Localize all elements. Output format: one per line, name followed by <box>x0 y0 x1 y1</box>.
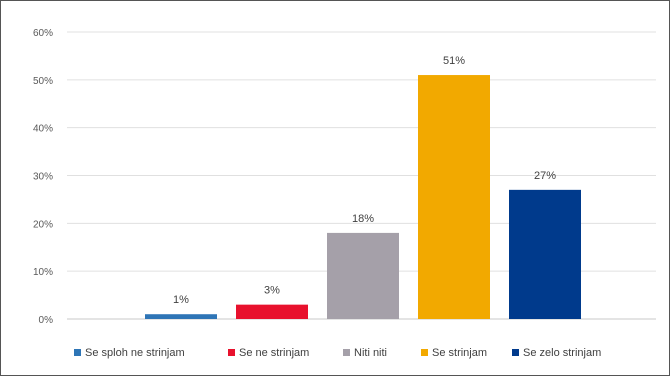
y-tick-label: 30% <box>33 172 53 183</box>
bar-niti-niti <box>327 232 399 319</box>
data-label: 18% <box>352 213 374 225</box>
legend-swatch <box>512 349 519 356</box>
bar-se-ne-strinjam <box>236 304 308 319</box>
y-tick-label: 60% <box>33 28 53 39</box>
legend-item: Se strinjam <box>421 347 487 359</box>
y-tick-label: 0% <box>39 315 54 326</box>
y-tick-label: 50% <box>33 76 53 87</box>
bars <box>145 75 581 319</box>
legend-item: Se sploh ne strinjam <box>74 347 185 359</box>
legend-label: Niti niti <box>354 347 387 359</box>
legend-swatch <box>343 349 350 356</box>
data-label: 51% <box>443 55 465 67</box>
legend-label: Se ne strinjam <box>239 347 309 359</box>
y-tick-label: 40% <box>33 124 53 135</box>
y-tick-label: 20% <box>33 219 53 230</box>
legend: Se sploh ne strinjam Se ne strinjam Niti n… <box>74 347 601 359</box>
bar-se-strinjam <box>418 75 490 319</box>
legend-item: Niti niti <box>343 347 387 359</box>
legend-swatch <box>74 349 81 356</box>
data-label: 3% <box>264 285 280 297</box>
legend-label: Se strinjam <box>432 347 487 359</box>
legend-item: Se zelo strinjam <box>512 347 601 359</box>
legend-swatch <box>228 349 235 356</box>
y-tick-label: 10% <box>33 267 53 278</box>
legend-label: Se zelo strinjam <box>523 347 601 359</box>
gridlines <box>67 31 656 320</box>
y-axis-tick-labels: 0% 10% 20% 30% 40% 50% 60% <box>33 28 53 326</box>
data-label: 27% <box>534 170 556 182</box>
data-labels: 1% 3% 18% 51% 27% <box>173 55 556 306</box>
data-label: 1% <box>173 294 189 306</box>
bar-se-sploh-ne-strinjam <box>145 314 217 319</box>
bar-se-zelo-strinjam <box>509 189 581 319</box>
legend-label: Se sploh ne strinjam <box>85 347 185 359</box>
legend-item: Se ne strinjam <box>228 347 309 359</box>
legend-swatch <box>421 349 428 356</box>
